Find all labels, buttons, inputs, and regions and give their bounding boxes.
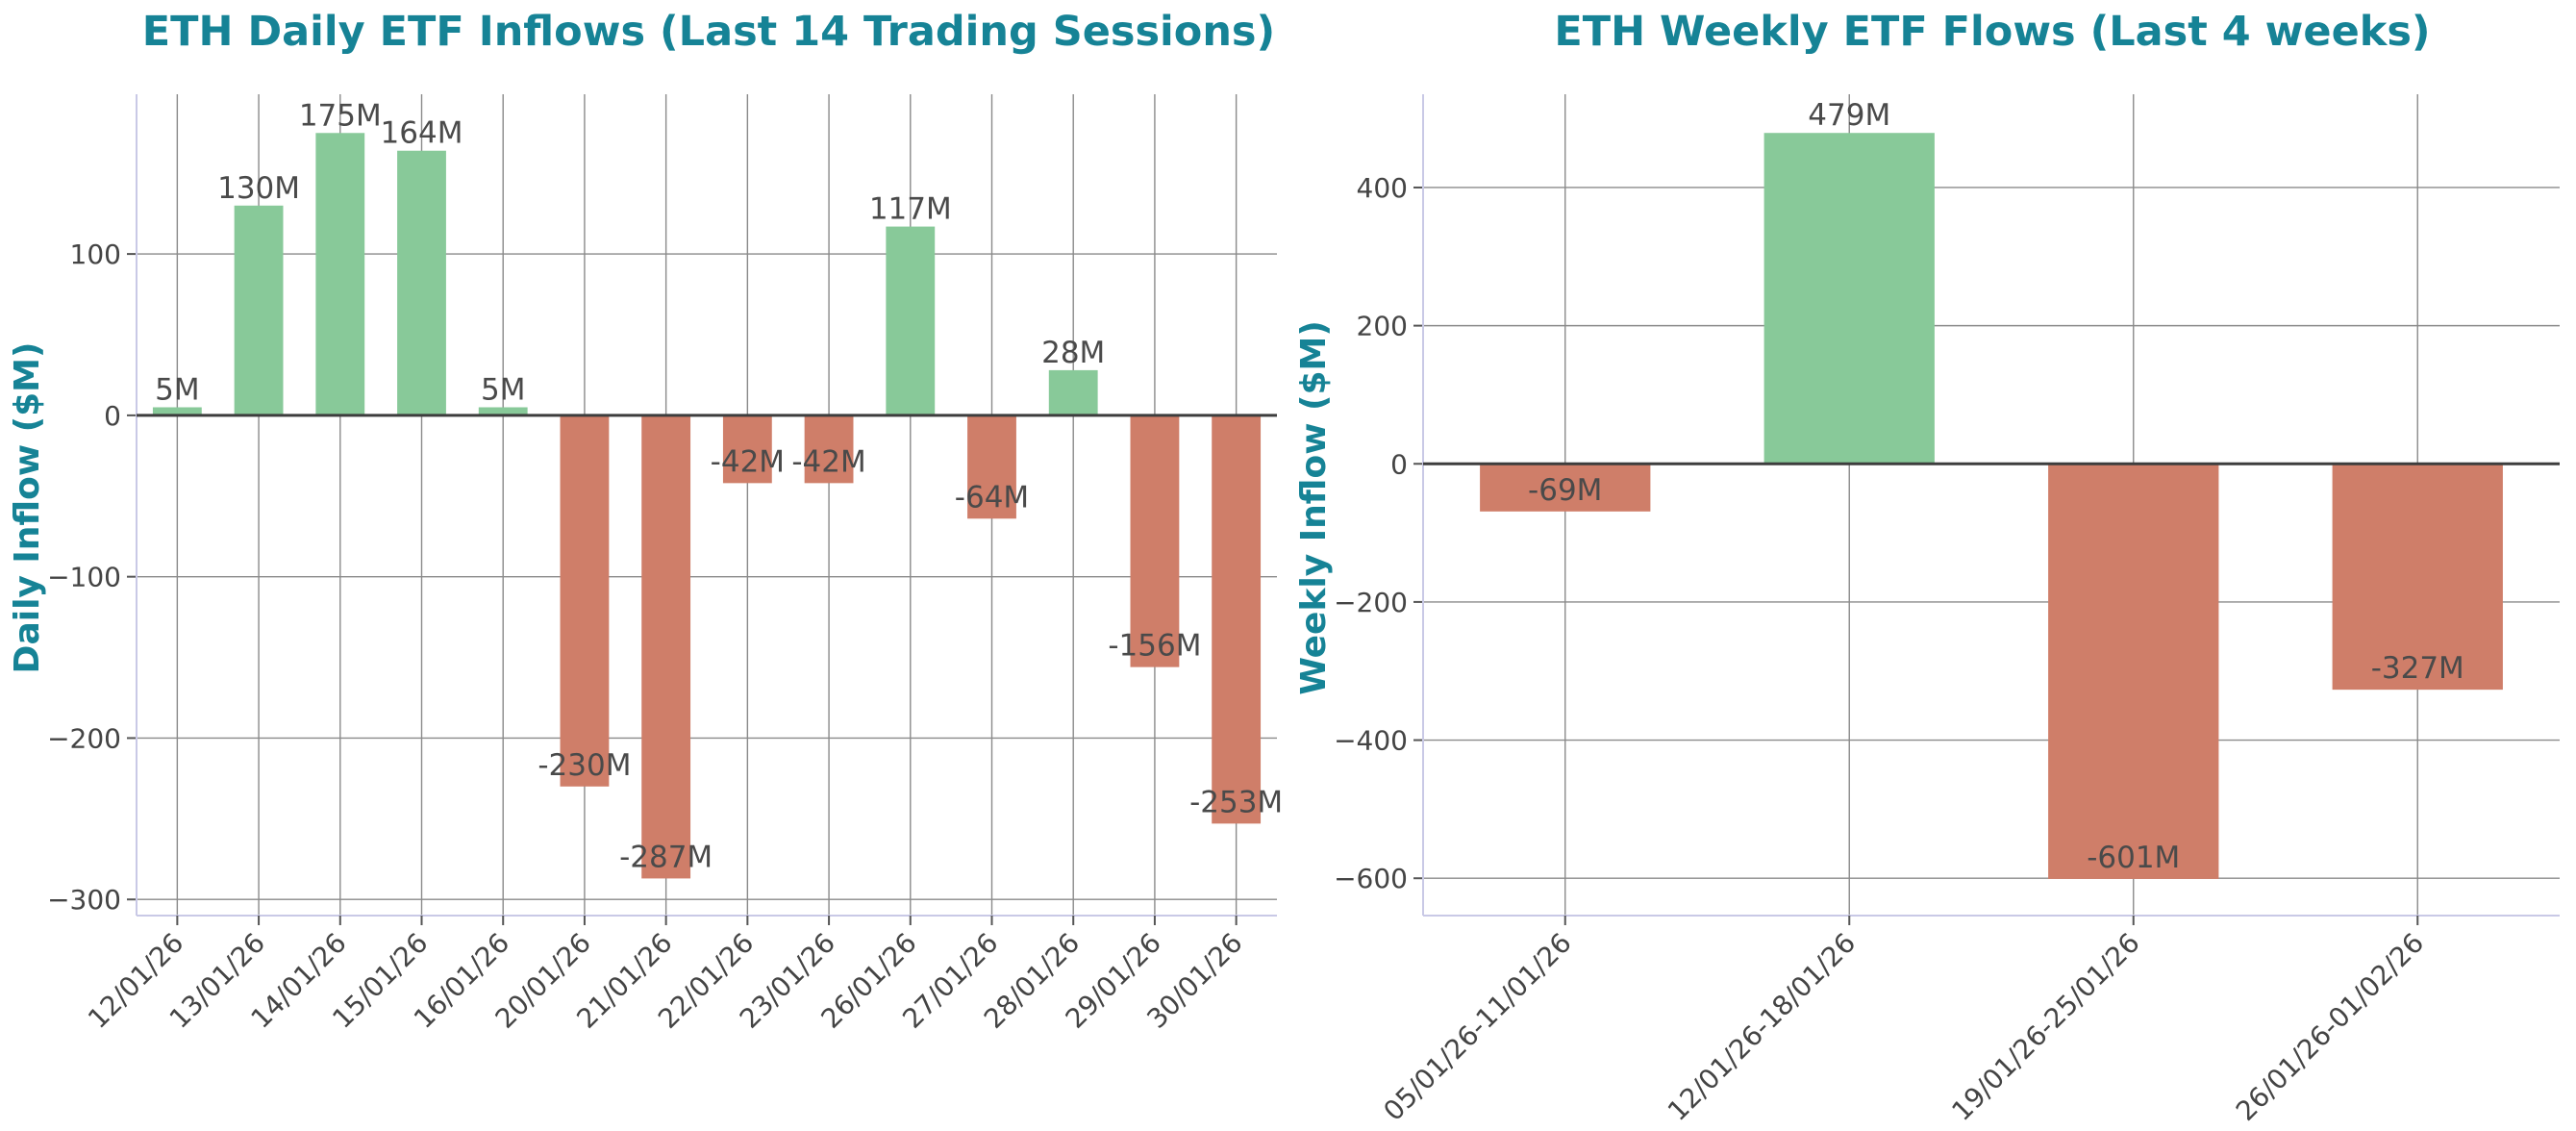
daily-chart-ylabel: Daily Inflow ($M) [8, 342, 47, 674]
daily-bar [804, 415, 854, 484]
weekly-bar [1480, 464, 1651, 512]
daily-bar [722, 415, 772, 484]
weekly-chart-ylabel: Weekly Inflow ($M) [1294, 320, 1334, 695]
weekly-data-label: -327M [2371, 651, 2464, 686]
daily-bar [641, 415, 691, 879]
daily-data-label: -64M [955, 480, 1029, 515]
daily-data-label: 5M [481, 372, 525, 407]
daily-bar [1048, 369, 1098, 415]
daily-ytick-label: −100 [47, 562, 121, 593]
weekly-bar [2048, 464, 2219, 879]
daily-data-label: 130M [217, 171, 300, 206]
daily-bar [967, 415, 1016, 519]
weekly-ytick-label: 400 [1357, 172, 1408, 204]
weekly-chart-plot-area: 400 200 0 −200 −400 −600 -69M 479M -601M -327M 05/… [1334, 94, 2560, 1127]
weekly-data-label: -69M [1528, 473, 1602, 508]
daily-data-label: -253M [1189, 785, 1283, 819]
weekly-data-label: 479M [1808, 98, 1890, 133]
daily-data-label: -156M [1108, 629, 1201, 664]
weekly-bar [2332, 464, 2503, 691]
daily-chart-title: ETH Daily ETF Inflows (Last 14 Trading S… [142, 8, 1275, 56]
weekly-ytick-label: 0 [1390, 448, 1408, 480]
weekly-xtick-label: 26/01/26-01/02/26 [2230, 927, 2430, 1127]
daily-data-label: 117M [869, 192, 952, 227]
daily-bar [1212, 415, 1262, 824]
daily-data-label: 164M [381, 116, 463, 151]
daily-data-label: -42M [711, 444, 785, 479]
weekly-xtick-label: 12/01/26-18/01/26 [1662, 927, 1862, 1127]
daily-data-label: -42M [791, 444, 865, 479]
weekly-ytick-label: −200 [1334, 587, 1408, 618]
daily-ytick-label: 100 [70, 239, 121, 270]
daily-ytick-label: 0 [104, 400, 121, 432]
weekly-data-label: -601M [2087, 841, 2180, 875]
weekly-flows-chart: ETH Weekly ETF Flows (Last 4 weeks) Week… [1294, 8, 2560, 1127]
daily-ytick-label: −300 [47, 884, 121, 916]
daily-data-label: -230M [538, 748, 631, 783]
daily-data-label: 5M [155, 372, 199, 407]
daily-bar [397, 150, 446, 415]
daily-bar [560, 415, 610, 787]
daily-bar [234, 205, 284, 415]
daily-data-label: -287M [619, 840, 713, 874]
weekly-ytick-label: −600 [1334, 863, 1408, 894]
weekly-xtick-label: 05/01/26-11/01/26 [1377, 927, 1577, 1127]
daily-inflows-chart: ETH Daily ETF Inflows (Last 14 Trading S… [8, 8, 1283, 1035]
daily-bar [1130, 415, 1180, 667]
daily-data-label: 28M [1041, 336, 1105, 370]
weekly-ytick-label: 200 [1357, 311, 1408, 342]
weekly-xtick-label: 19/01/26-25/01/26 [1945, 927, 2145, 1127]
daily-bar [886, 226, 936, 415]
daily-bar [478, 407, 528, 415]
daily-bar [315, 133, 365, 415]
weekly-bar [1763, 133, 1935, 465]
weekly-chart-title: ETH Weekly ETF Flows (Last 4 weeks) [1554, 8, 2430, 56]
weekly-ytick-label: −400 [1334, 725, 1408, 757]
daily-data-label: 175M [299, 98, 382, 133]
daily-ytick-label: −200 [47, 722, 121, 754]
daily-bar [152, 407, 202, 415]
